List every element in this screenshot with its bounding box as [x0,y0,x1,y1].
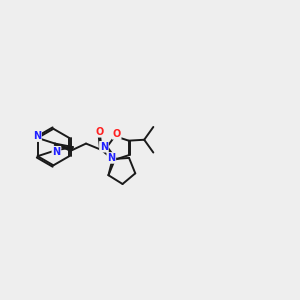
Text: N: N [52,147,61,157]
Text: N: N [33,131,41,141]
Text: O: O [112,129,121,139]
Text: N: N [100,142,108,152]
Text: O: O [96,127,104,137]
Text: N: N [107,153,116,163]
